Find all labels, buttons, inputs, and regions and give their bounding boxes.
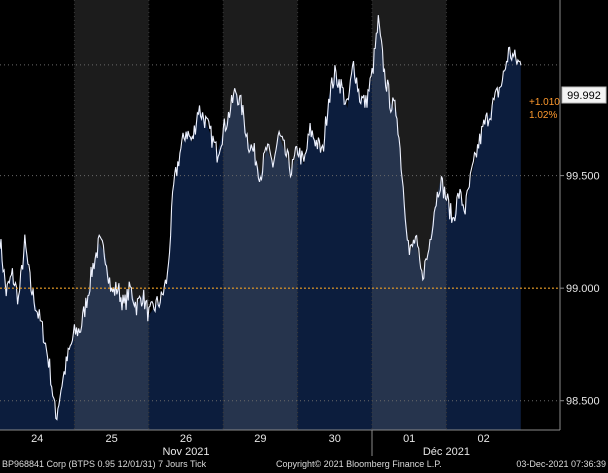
ytick-label-98.500: 98.500 xyxy=(566,396,600,408)
xtick-label-02: 02 xyxy=(477,433,489,445)
price-series-line xyxy=(0,15,522,421)
xtick-label-01: 01 xyxy=(403,433,415,445)
xtick-label-26: 26 xyxy=(180,433,192,445)
x-axis-labels: 24 25 26 29 30 01 02 Nov 2021 Déc 2021 xyxy=(31,430,490,457)
chart-footer: BP968841 Corp (BTPS 0.95 12/01/31) 7 Jou… xyxy=(0,457,608,473)
month-label-1: Déc 2021 xyxy=(423,446,470,457)
timestamp: 03-Dec-2021 07:36:39 xyxy=(516,459,606,469)
y-axis-ticks: 98.500 99.000 99.500 xyxy=(560,171,600,408)
change-percent-label: 1.02% xyxy=(529,110,557,121)
xtick-label-29: 29 xyxy=(254,433,266,445)
xtick-label-30: 30 xyxy=(329,433,341,445)
month-label-0: Nov 2021 xyxy=(162,446,209,457)
xtick-label-25: 25 xyxy=(105,433,117,445)
last-price-label: 99.992 xyxy=(567,90,601,102)
ytick-label-99.000: 99.000 xyxy=(566,283,600,295)
ytick-label-99.500: 99.500 xyxy=(566,171,600,183)
last-price-box: 99.992 xyxy=(561,86,607,104)
price-chart: 98.500 99.000 99.500 24 25 26 29 30 01 02 Nov 202… xyxy=(0,0,607,457)
xtick-label-24: 24 xyxy=(31,433,43,445)
copyright-notice: Copyright© 2021 Bloomberg Finance L.P. xyxy=(276,459,442,469)
security-description: BP968841 Corp (BTPS 0.95 12/01/31) 7 Jou… xyxy=(2,459,207,469)
change-label: +1.010 xyxy=(529,97,560,108)
